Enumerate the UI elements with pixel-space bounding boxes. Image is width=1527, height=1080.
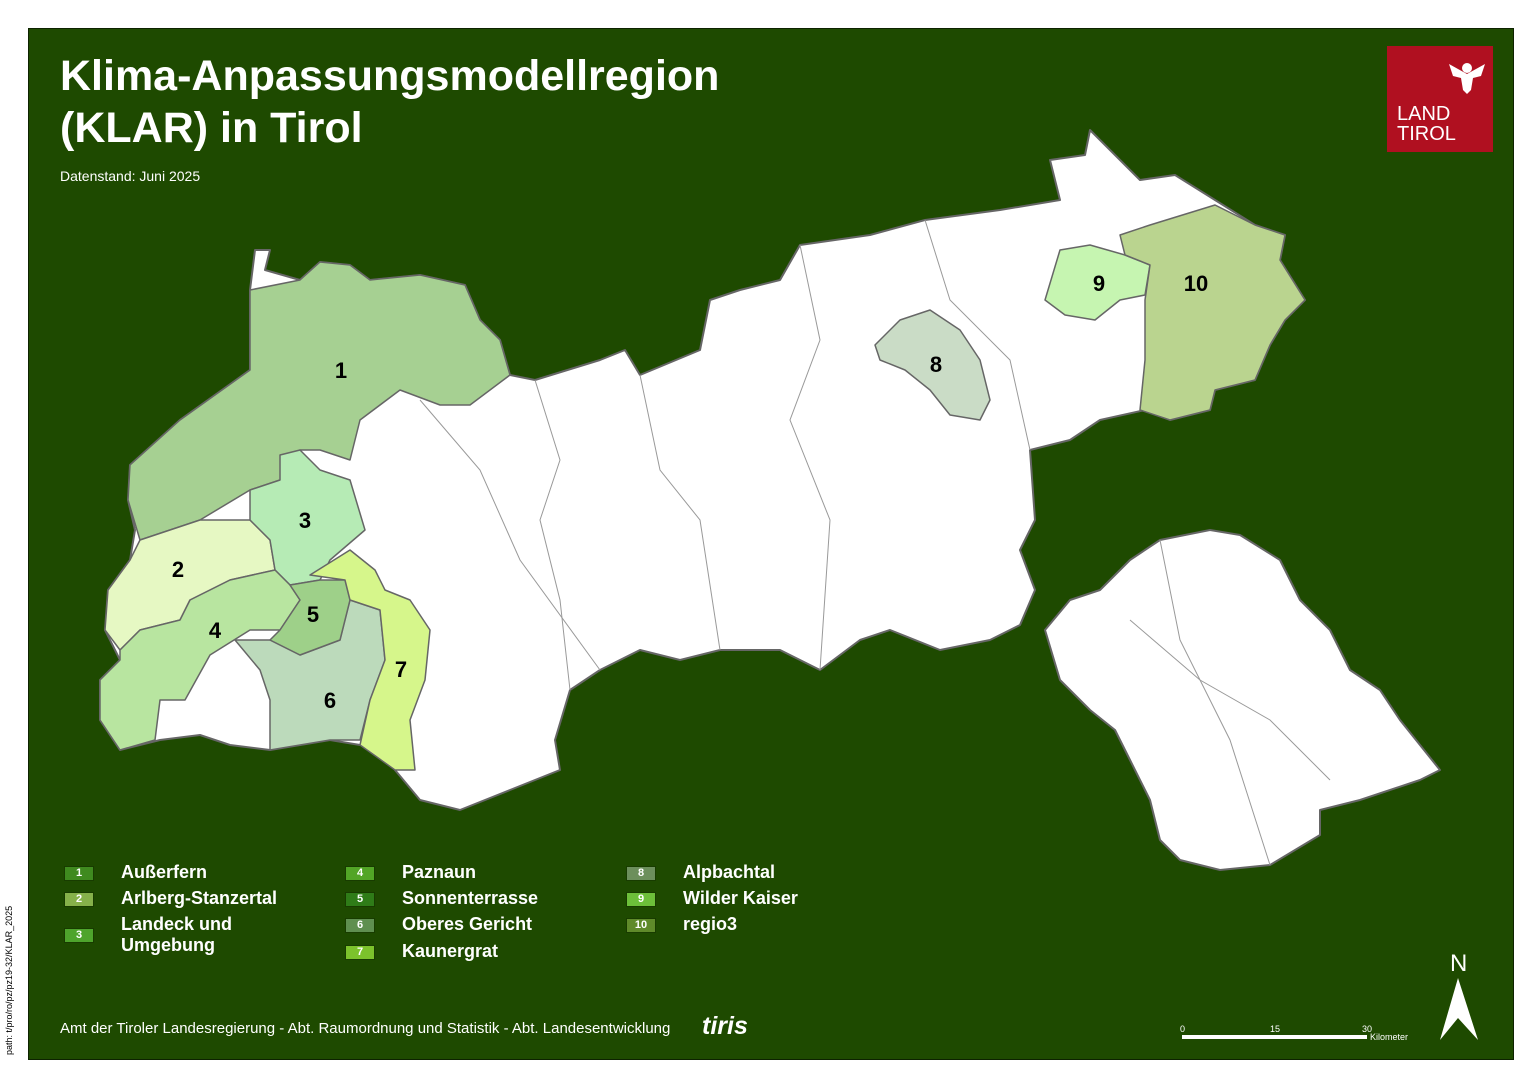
legend-label: Wilder Kaiser — [683, 888, 798, 908]
title-line-1: Klima-Anpassungsmodellregion — [60, 52, 720, 100]
legend-label: Arlberg-Stanzertal — [121, 888, 278, 908]
legend-swatch: 7 — [345, 945, 375, 960]
legend-label: Oberes Gericht — [402, 914, 533, 934]
region-3 — [249, 449, 366, 586]
scale-tick-30: 30 — [1362, 1024, 1373, 1034]
legend-swatch: 6 — [345, 918, 375, 933]
legend-swatch: 2 — [64, 892, 94, 907]
region-label-6: 6 — [324, 688, 336, 713]
legend-item: 8 Alpbachtal — [626, 862, 775, 883]
region-label-3: 3 — [299, 508, 311, 533]
legend-swatch: 9 — [626, 892, 656, 907]
east-tirol-outline — [1044, 529, 1441, 871]
legend-item: 1 Außerfern — [64, 862, 207, 883]
legend-item: 3 Landeck und Umgebung — [64, 914, 251, 956]
legend-label: Alpbachtal — [683, 862, 776, 882]
region-label-7: 7 — [395, 657, 407, 682]
region-label-1: 1 — [335, 358, 347, 383]
legend-swatch: 10 — [626, 918, 656, 933]
scale-tick-15: 15 — [1270, 1024, 1281, 1034]
region-label-8: 8 — [930, 352, 942, 377]
logo-text-tirol: TIROL — [1397, 123, 1456, 145]
region-label-9: 9 — [1093, 271, 1105, 296]
north-arrow-icon — [1440, 978, 1478, 1040]
legend-item: 6 Oberes Gericht — [345, 914, 532, 935]
legend-label: Außerfern — [121, 862, 208, 882]
file-path: path: t/pro/ro/pz/pz19-32/KLAR_2025 — [4, 905, 14, 1055]
legend-swatch: 5 — [345, 892, 375, 907]
tiris-logo: tiris — [702, 1012, 748, 1040]
region-label-10: 10 — [1184, 271, 1208, 296]
scale-tick-0: 0 — [1180, 1024, 1186, 1034]
region-5 — [269, 579, 351, 656]
legend-label: Kaunergrat — [402, 941, 499, 961]
district-border — [789, 244, 831, 671]
legend-label: Paznaun — [402, 862, 477, 882]
district-border — [534, 379, 571, 691]
district-border — [419, 399, 601, 671]
data-date: Datenstand: Juni 2025 — [60, 168, 201, 184]
legend-item: 7 Kaunergrat — [345, 941, 498, 962]
legend-item: 2 Arlberg-Stanzertal — [64, 888, 277, 909]
title-line-2: (KLAR) in Tirol — [60, 104, 363, 152]
land-tirol-logo: LAND TIROL — [1387, 46, 1493, 152]
region-10 — [1119, 204, 1306, 421]
legend-swatch: 4 — [345, 866, 375, 881]
north-label: N — [1450, 950, 1468, 977]
legend-swatch: 3 — [64, 927, 94, 943]
page-title: Klima-Anpassungsmodellregion (KLAR) in T… — [60, 50, 719, 154]
legend-item: 5 Sonnenterrasse — [345, 888, 538, 909]
scale-bar — [1182, 1035, 1367, 1039]
region-label-5: 5 — [307, 602, 319, 627]
legend-item: 9 Wilder Kaiser — [626, 888, 798, 909]
scale-unit: Kilometer — [1370, 1032, 1409, 1042]
district-border — [1129, 619, 1331, 781]
region-label-2: 2 — [172, 557, 184, 582]
tyrolean-eagle-icon — [1449, 63, 1485, 94]
legend-item: 10 regio3 — [626, 914, 737, 935]
district-border — [1159, 539, 1271, 866]
legend-label: Sonnenterrasse — [402, 888, 539, 908]
legend-swatch: 8 — [626, 866, 656, 881]
legend-label: Landeck und Umgebung — [121, 914, 233, 955]
logo-text-land: LAND — [1397, 103, 1451, 125]
legend-label: regio3 — [683, 914, 738, 934]
region-4 — [99, 569, 301, 751]
legend-item: 4 Paznaun — [345, 862, 476, 883]
district-border — [924, 219, 1031, 451]
region-label-4: 4 — [209, 618, 222, 643]
footer-credit: Amt der Tiroler Landesregierung - Abt. R… — [60, 1020, 671, 1037]
region-8 — [874, 309, 991, 421]
legend-swatch: 1 — [64, 866, 94, 881]
district-border — [639, 374, 721, 651]
region-7 — [309, 549, 431, 771]
